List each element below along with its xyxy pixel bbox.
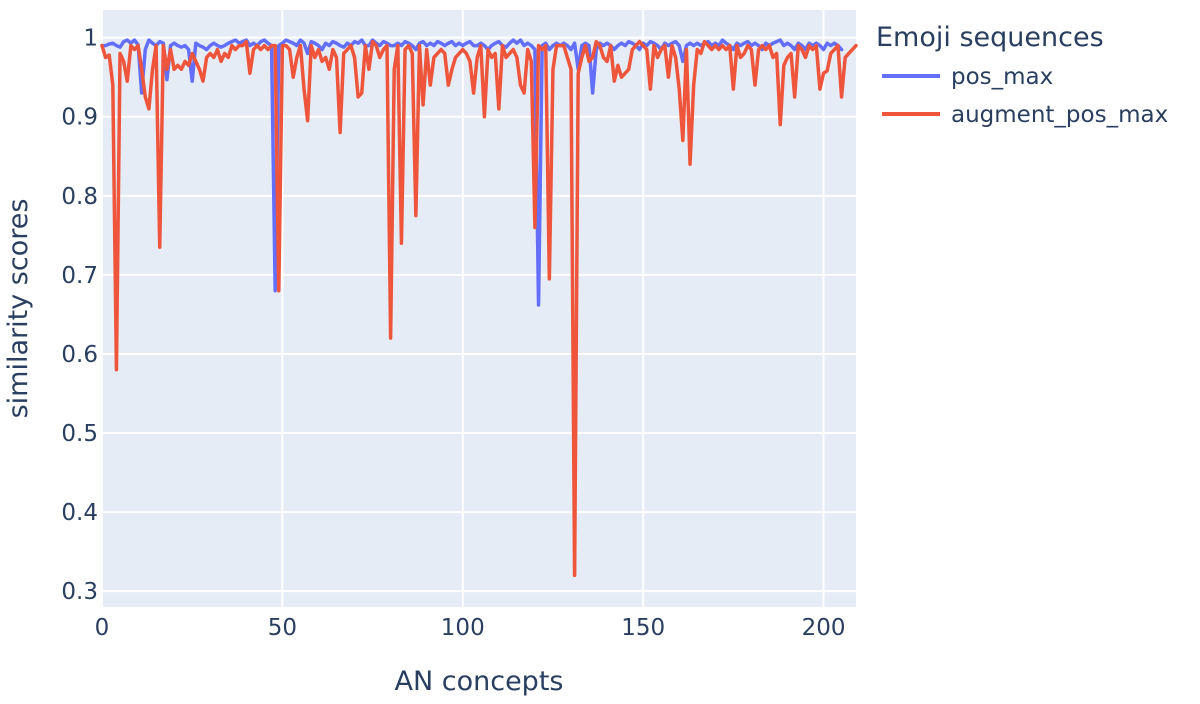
legend[interactable]: Emoji sequences pos_max augment_pos_max — [876, 22, 1168, 128]
plot-area — [102, 10, 856, 607]
x-tick-label: 0 — [95, 615, 110, 641]
series-lines — [100, 38, 858, 578]
legend-items[interactable]: pos_max augment_pos_max — [882, 64, 1168, 128]
legend-label: pos_max — [951, 64, 1053, 90]
series-line-pos-max — [100, 38, 844, 307]
y-tick-label: 1 — [83, 26, 98, 52]
y-tick-label: 0.6 — [61, 342, 98, 368]
y-tick-label: 0.4 — [61, 500, 98, 526]
x-axis-title: AN concepts — [395, 666, 564, 697]
x-tick-label: 200 — [802, 615, 846, 641]
legend-item-augment-pos-max[interactable]: augment_pos_max — [882, 102, 1168, 128]
y-tick-label: 0.8 — [61, 184, 98, 210]
legend-item-pos-max[interactable]: pos_max — [882, 64, 1053, 90]
y-tick-label: 0.5 — [61, 421, 98, 447]
x-tick-label: 150 — [621, 615, 665, 641]
legend-title: Emoji sequences — [876, 22, 1104, 53]
y-tick-label: 0.3 — [61, 579, 98, 605]
y-axis-title: similarity scores — [3, 199, 34, 419]
y-tick-label: 0.9 — [61, 105, 98, 131]
gridlines — [101, 10, 856, 607]
tick-labels: 0.3 0.4 0.5 0.6 0.7 0.8 0.9 1 0 50 100 150 200 — [61, 26, 845, 641]
x-tick-label: 50 — [268, 615, 297, 641]
y-tick-label: 0.7 — [61, 263, 98, 289]
series-line-augment-pos-max — [100, 39, 858, 578]
x-tick-label: 100 — [441, 615, 485, 641]
legend-label: augment_pos_max — [951, 102, 1168, 128]
